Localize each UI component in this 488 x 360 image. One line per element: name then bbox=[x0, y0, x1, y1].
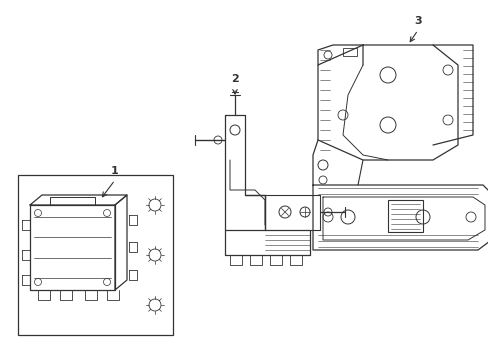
Text: 1: 1 bbox=[111, 166, 119, 176]
Bar bbox=[387, 200, 422, 232]
Bar bbox=[18, 175, 173, 335]
Text: 2: 2 bbox=[231, 74, 238, 84]
Bar bbox=[342, 48, 356, 56]
Text: 3: 3 bbox=[413, 16, 421, 26]
